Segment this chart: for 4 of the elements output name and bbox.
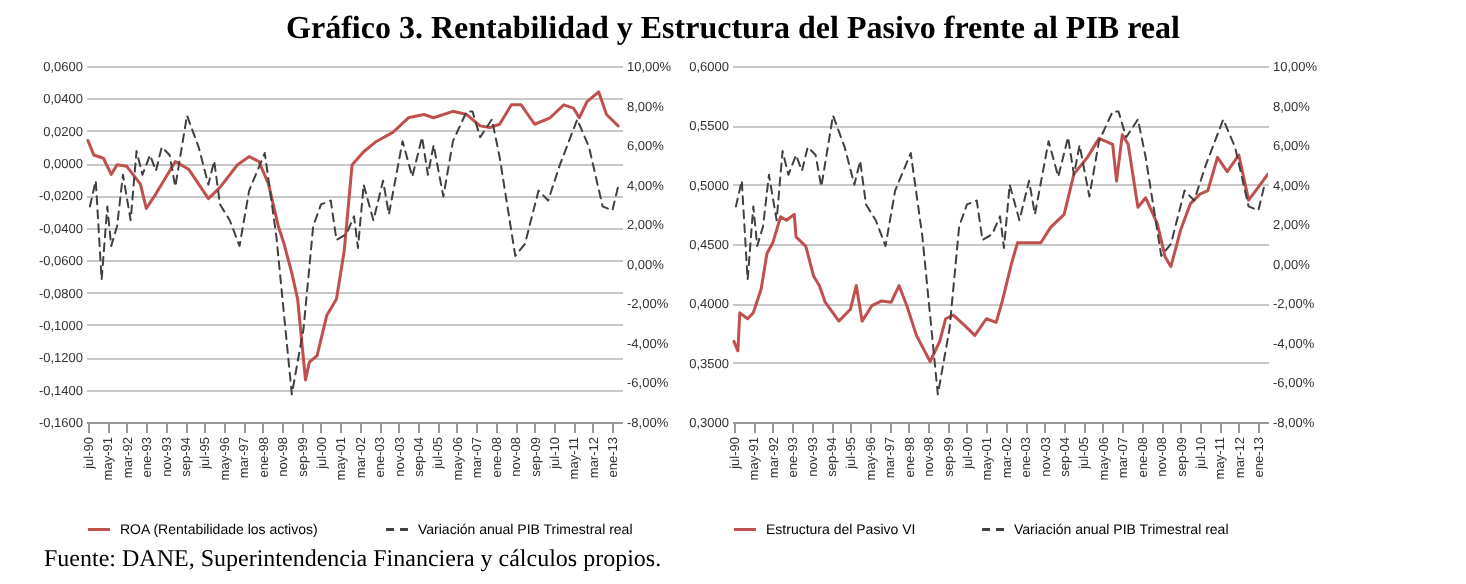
- line-series: [734, 110, 1266, 396]
- source-note: Fuente: DANE, Superintendencia Financiera y cálculos propios.: [44, 544, 664, 574]
- line-series: [732, 133, 1268, 363]
- text: Gráfico 3. Rentabilidad y Estructura del Pasivo frente al PIB real: [284, 12, 1182, 50]
